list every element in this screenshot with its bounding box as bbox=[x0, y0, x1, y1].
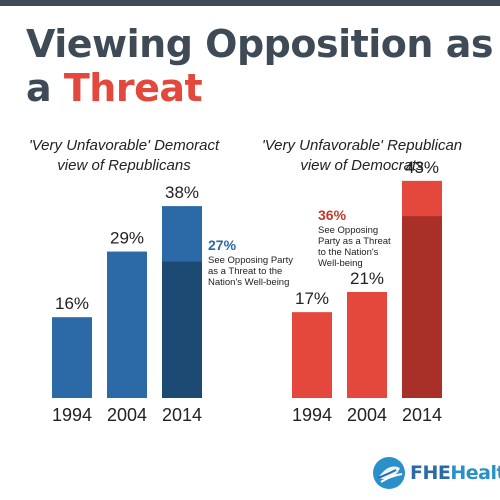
republican-overlay-note-line: See Opposing bbox=[318, 225, 378, 236]
title-line-2-prefix: a bbox=[26, 66, 52, 110]
democrat-overlay-note-line: See Opposing Party bbox=[208, 255, 293, 266]
title-highlight: Threat bbox=[63, 66, 203, 110]
republican-category-label-2004: 2004 bbox=[347, 405, 387, 425]
republican-bar-2004 bbox=[347, 291, 387, 398]
republican-category-label-2014: 2014 bbox=[402, 405, 442, 425]
democrat-overlay-percent: 27% bbox=[208, 237, 237, 253]
leaf-icon bbox=[373, 457, 405, 489]
page-title: Viewing Opposition as a Threat bbox=[26, 22, 493, 110]
brand-name-part2: Health bbox=[450, 462, 500, 484]
democrat-value-label-2004: 29% bbox=[110, 229, 144, 248]
democrat-value-label-1994: 16% bbox=[55, 294, 89, 313]
democrat-bar-2004 bbox=[107, 251, 147, 398]
republican-overlay-percent: 36% bbox=[318, 207, 347, 223]
democrat-category-label-2004: 2004 bbox=[107, 405, 147, 425]
democrat-chart-title: 'Very Unfavorable' Demoract view of Repu… bbox=[28, 137, 220, 174]
republican-value-label-1994: 17% bbox=[295, 289, 329, 308]
brand-name-part1: FHE bbox=[410, 462, 451, 484]
title-line-1: Viewing Opposition as bbox=[26, 22, 493, 66]
fhe-health-logo: FHEHealth bbox=[372, 455, 500, 491]
democrat-overlay-note-line: as a Threat to the bbox=[208, 266, 282, 277]
brand-name: FHEHealth bbox=[410, 462, 500, 484]
democrat-bar-1994 bbox=[52, 317, 92, 398]
democrat-overlay-bar-2014 bbox=[162, 261, 202, 398]
republican-value-label-2004: 21% bbox=[350, 269, 384, 288]
republican-chart-title: 'Very Unfavorable' Republican view of De… bbox=[261, 137, 463, 174]
democrat-category-label-1994: 1994 bbox=[52, 405, 92, 425]
democrat-value-label-2014: 38% bbox=[165, 183, 199, 202]
republican-bar-1994 bbox=[292, 312, 332, 398]
title-line-2: a Threat bbox=[26, 66, 493, 110]
democrat-category-label-2014: 2014 bbox=[162, 405, 202, 425]
republican-value-label-2014: 43% bbox=[405, 158, 439, 177]
republican-overlay-bar-2014 bbox=[402, 216, 442, 398]
democrat-overlay-note-line: Nation's Well-being bbox=[208, 277, 289, 288]
republican-category-label-1994: 1994 bbox=[292, 405, 332, 425]
republican-overlay-note-line: Well-being bbox=[318, 258, 363, 269]
republican-overlay-note-line: Party as a Threat bbox=[318, 236, 391, 247]
republican-overlay-note-line: to the Nation's bbox=[318, 247, 379, 258]
top-accent-bar bbox=[0, 0, 500, 6]
